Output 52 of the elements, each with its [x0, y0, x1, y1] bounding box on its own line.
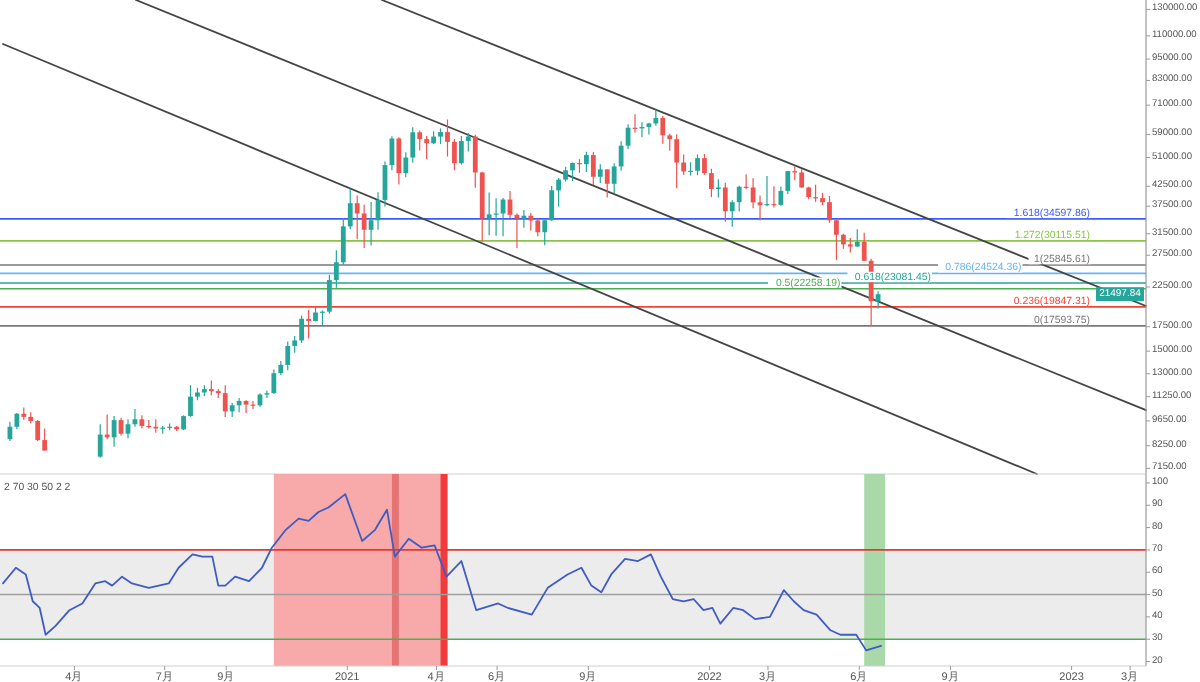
candlestick: [306, 309, 311, 340]
candlestick: [97, 423, 103, 459]
candlestick: [695, 153, 700, 176]
line-series: [2, 493, 882, 652]
candlestick: [542, 218, 548, 246]
candlestick: [445, 118, 450, 158]
candlestick: [424, 135, 430, 160]
candlestick: [709, 168, 714, 198]
candlestick: [42, 427, 48, 452]
candlestick: [715, 178, 721, 199]
candlestick: [604, 168, 610, 199]
candlestick: [479, 171, 485, 243]
candlestick: [590, 151, 596, 186]
candlestick: [493, 197, 499, 237]
candlestick: [702, 153, 707, 176]
candlestick: [35, 419, 41, 442]
candlestick: [347, 187, 353, 230]
candlestick: [285, 340, 291, 371]
candlestick: [271, 368, 277, 395]
candlestick: [361, 204, 367, 249]
candlestick: [875, 290, 881, 310]
candlestick: [188, 384, 193, 418]
candlestick: [799, 168, 805, 189]
candlestick: [674, 133, 680, 189]
candlestick: [861, 232, 867, 262]
candlestick: [834, 218, 839, 261]
candlestick: [827, 195, 832, 224]
candlestick: [556, 177, 562, 208]
candlestick: [222, 384, 228, 418]
candlestick: [465, 132, 471, 153]
candlestick: [403, 151, 409, 178]
candlestick: [583, 151, 589, 173]
candlestick: [472, 134, 478, 189]
candlestick: [236, 397, 242, 413]
candlestick: [722, 182, 728, 223]
candlestick: [417, 129, 423, 152]
candlestick: [396, 136, 402, 186]
candlestick: [736, 185, 742, 213]
candlestick: [681, 153, 687, 176]
candlestick: [646, 122, 652, 136]
candlestick: [660, 115, 666, 145]
candlestick: [111, 415, 117, 448]
candlestick: [452, 138, 457, 171]
candlestick: [729, 199, 735, 228]
candlestick: [410, 126, 416, 164]
candlestick: [354, 194, 360, 240]
candlestick: [597, 163, 603, 184]
candlestick: [458, 135, 464, 166]
candlestick: [549, 185, 555, 222]
candlestick: [299, 314, 305, 344]
candlestick: [340, 217, 346, 266]
candlestick: [486, 191, 492, 236]
